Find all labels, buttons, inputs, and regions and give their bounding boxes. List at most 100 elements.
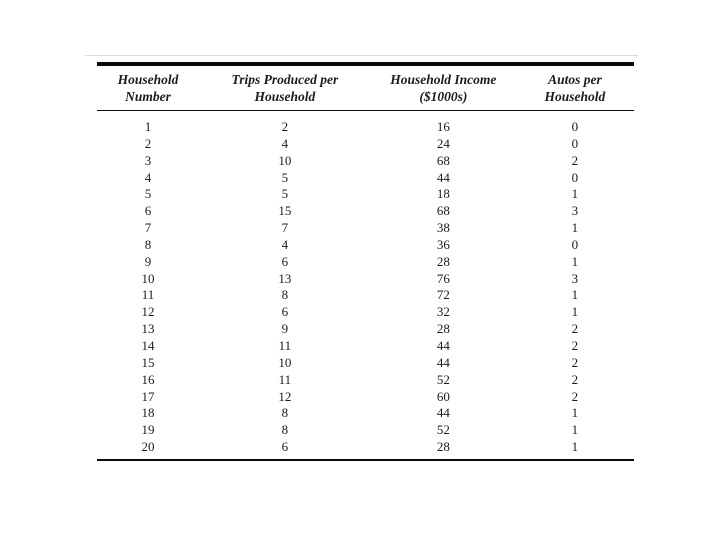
table-cell: 8 xyxy=(281,287,289,303)
table-row: 14 11 44 2 xyxy=(97,338,634,355)
table-cell: 9 xyxy=(281,321,289,337)
table-cell: 8 xyxy=(281,422,289,438)
table-cell: 0 xyxy=(571,236,579,252)
table-cell: 72 xyxy=(436,287,450,303)
column-header-trips-produced: Trips Produced per Household xyxy=(199,64,371,111)
table-cell: 2 xyxy=(144,135,152,151)
table-row: 17 12 60 2 xyxy=(97,389,634,406)
table-cell: 28 xyxy=(436,321,450,337)
table-cell: 8 xyxy=(144,236,152,252)
table-cell: 2 xyxy=(571,354,579,370)
table-cell: 1 xyxy=(571,439,579,455)
table-cell: 68 xyxy=(436,203,450,219)
table-cell: 2 xyxy=(571,388,579,404)
table-cell: 10 xyxy=(278,152,292,168)
table-cell: 18 xyxy=(436,186,450,202)
table-cell: 44 xyxy=(436,405,450,421)
table-row: 1 2 16 0 xyxy=(97,111,634,136)
table-cell: 2 xyxy=(281,119,289,134)
table-cell: 15 xyxy=(278,203,292,219)
faint-divider xyxy=(85,55,638,56)
table-row: 3 10 68 2 xyxy=(97,153,634,170)
table-row: 13 9 28 2 xyxy=(97,321,634,338)
table-cell: 16 xyxy=(436,119,450,134)
table-row: 18 8 44 1 xyxy=(97,405,634,422)
header-line: Autos per xyxy=(548,72,602,87)
table-row: 11 8 72 1 xyxy=(97,287,634,304)
table-row: 4 5 44 0 xyxy=(97,170,634,187)
table-cell: 9 xyxy=(144,253,152,269)
table-cell: 14 xyxy=(141,337,155,353)
table-cell: 0 xyxy=(571,119,579,134)
table-cell: 15 xyxy=(141,354,155,370)
table-cell: 2 xyxy=(571,337,579,353)
table-cell: 11 xyxy=(278,371,292,387)
table-cell: 32 xyxy=(436,304,450,320)
household-trip-table: Household Number Trips Produced per Hous… xyxy=(97,62,634,461)
table-cell: 5 xyxy=(281,169,289,185)
table-row: 19 8 52 1 xyxy=(97,422,634,439)
table-cell: 4 xyxy=(281,135,289,151)
table-cell: 60 xyxy=(436,388,450,404)
table-cell: 18 xyxy=(141,405,155,421)
table-cell: 44 xyxy=(436,169,450,185)
household-trip-table-frame: Household Number Trips Produced per Hous… xyxy=(97,62,634,461)
column-header-autos-per-household: Autos per Household xyxy=(515,64,634,111)
table-cell: 11 xyxy=(278,337,292,353)
table-cell: 1 xyxy=(571,304,579,320)
table-cell: 2 xyxy=(571,371,579,387)
table-cell: 10 xyxy=(141,270,155,286)
table-cell: 4 xyxy=(281,236,289,252)
table-cell: 16 xyxy=(141,371,155,387)
table-cell: 2 xyxy=(571,321,579,337)
table-cell: 17 xyxy=(141,388,155,404)
table-cell: 6 xyxy=(144,203,152,219)
table-cell: 4 xyxy=(144,169,152,185)
column-header-household-income: Household Income ($1000s) xyxy=(370,64,516,111)
table-cell: 13 xyxy=(141,321,155,337)
table-cell: 0 xyxy=(571,169,579,185)
table-row: 2 4 24 0 xyxy=(97,136,634,153)
table-row: 6 15 68 3 xyxy=(97,203,634,220)
table-cell: 11 xyxy=(141,287,155,303)
table-cell: 6 xyxy=(281,253,289,269)
table-cell: 1 xyxy=(571,253,579,269)
table-row: 16 11 52 2 xyxy=(97,372,634,389)
table-cell: 28 xyxy=(436,253,450,269)
table-cell: 3 xyxy=(144,152,152,168)
table-cell: 10 xyxy=(278,354,292,370)
table-cell: 6 xyxy=(281,304,289,320)
header-line: ($1000s) xyxy=(419,89,468,104)
table-cell: 19 xyxy=(141,422,155,438)
table-cell: 76 xyxy=(436,270,450,286)
table-cell: 52 xyxy=(436,422,450,438)
table-row: 20 6 28 1 xyxy=(97,439,634,460)
table-cell: 8 xyxy=(281,405,289,421)
table-cell: 13 xyxy=(278,270,292,286)
table-cell: 24 xyxy=(436,135,450,151)
table-cell: 7 xyxy=(144,220,152,236)
header-line: Number xyxy=(125,89,171,104)
table-cell: 1 xyxy=(571,422,579,438)
table-cell: 12 xyxy=(141,304,155,320)
table-cell: 5 xyxy=(281,186,289,202)
table-cell: 0 xyxy=(571,135,579,151)
table-cell: 2 xyxy=(571,152,579,168)
table-cell: 1 xyxy=(571,287,579,303)
table-row: 9 6 28 1 xyxy=(97,254,634,271)
table-cell: 38 xyxy=(436,220,450,236)
table-cell: 44 xyxy=(436,337,450,353)
table-cell: 3 xyxy=(571,203,579,219)
table-cell: 1 xyxy=(571,186,579,202)
header-line: Household xyxy=(544,89,606,104)
table-cell: 1 xyxy=(571,405,579,421)
table-row: 5 5 18 1 xyxy=(97,186,634,203)
table-cell: 7 xyxy=(281,220,289,236)
table-cell: 68 xyxy=(436,152,450,168)
table-cell: 52 xyxy=(436,371,450,387)
table-cell: 6 xyxy=(281,439,289,455)
table-cell: 36 xyxy=(436,236,450,252)
header-line: Household Income xyxy=(390,72,497,87)
table-cell: 5 xyxy=(144,186,152,202)
